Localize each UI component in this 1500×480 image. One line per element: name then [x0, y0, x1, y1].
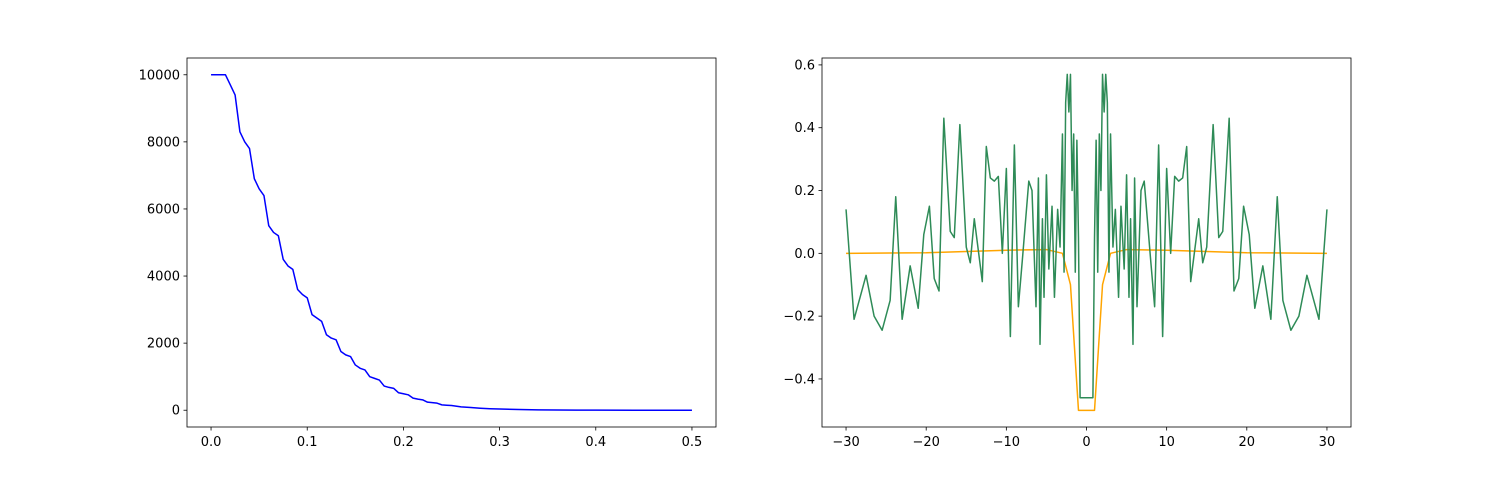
x-tick-label: −10 [993, 435, 1020, 450]
y-tick-label: 0.0 [794, 247, 815, 262]
y-tick-label: 0.4 [794, 121, 815, 136]
y-tick-label: 10000 [139, 68, 180, 83]
axes-frame [821, 57, 1352, 428]
x-tick-label: 20 [1239, 435, 1256, 450]
axes-frame [186, 57, 717, 428]
y-tick-label: 0.2 [794, 184, 815, 199]
x-tick-label: 0.2 [393, 435, 414, 450]
y-tick-label: 0.6 [794, 58, 815, 73]
y-tick-label: 2000 [147, 337, 180, 352]
x-tick-label: 0.4 [585, 435, 606, 450]
x-tick-label: 0 [1082, 435, 1090, 450]
x-tick-label: −30 [832, 435, 859, 450]
x-tick-label: −20 [912, 435, 939, 450]
y-tick-label: 4000 [147, 270, 180, 285]
y-tick-label: −0.2 [783, 310, 815, 325]
x-tick-label: 0.3 [489, 435, 510, 450]
x-tick-label: 30 [1319, 435, 1336, 450]
y-tick-label: 8000 [147, 135, 180, 150]
x-tick-label: 0.5 [682, 435, 703, 450]
x-tick-label: 0.1 [297, 435, 318, 450]
y-tick-label: −0.4 [783, 372, 815, 387]
y-tick-label: 0 [172, 404, 180, 419]
x-tick-label: 10 [1158, 435, 1175, 450]
data-line [211, 74, 692, 411]
data-line [846, 248, 1327, 412]
data-line [845, 73, 1328, 399]
y-tick-label: 6000 [147, 202, 180, 217]
x-tick-label: 0.0 [201, 435, 222, 450]
